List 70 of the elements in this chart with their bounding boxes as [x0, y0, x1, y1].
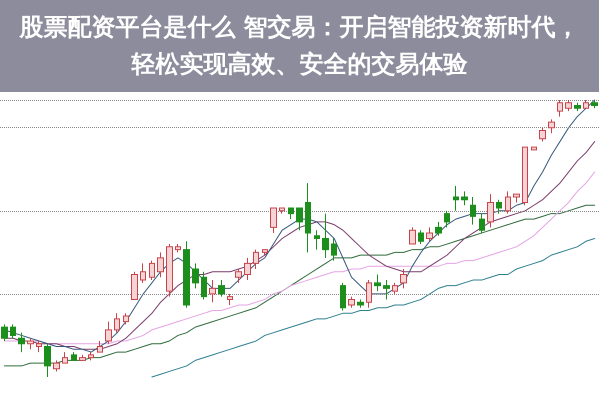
candlestick [435, 221, 442, 236]
candlestick [557, 100, 563, 118]
candlestick [366, 280, 372, 308]
candlestick [244, 257, 251, 281]
candlestick [583, 100, 589, 109]
candlestick [591, 100, 598, 109]
candlestick [62, 352, 68, 364]
candlestick [418, 230, 424, 245]
candlestick [97, 340, 103, 353]
candlestick [487, 194, 494, 228]
candlestick [131, 271, 138, 300]
candlestick [453, 185, 459, 212]
candlestick [374, 274, 381, 292]
candlestick [53, 360, 60, 372]
candlestick [574, 102, 581, 112]
candlestick [192, 262, 199, 289]
candlestick [305, 182, 311, 253]
candlestick [496, 199, 502, 214]
candlestick [218, 280, 225, 298]
candlestick [392, 282, 398, 294]
candlestick [426, 226, 433, 242]
candlestick [88, 352, 94, 361]
candlestick [279, 208, 285, 214]
candlestick [444, 210, 450, 228]
candlestick [400, 268, 407, 289]
candlestick [314, 230, 320, 250]
candlestick [10, 324, 16, 339]
candlestick [209, 280, 216, 303]
candlestick [548, 118, 555, 134]
candlestick [140, 262, 146, 284]
candlestick [166, 244, 173, 298]
candlestick [331, 238, 337, 262]
candlestick [18, 332, 25, 353]
candlestick [539, 127, 546, 142]
candlestick [296, 208, 303, 231]
candlestick [531, 146, 537, 150]
candlestick [201, 271, 207, 300]
candlestick [123, 312, 129, 325]
candlestick [157, 252, 164, 278]
candlestick [253, 249, 259, 270]
candlestick [513, 194, 520, 203]
candlestick [183, 240, 190, 308]
candlestick [1, 324, 8, 342]
candlestick [227, 293, 233, 306]
candlestick [505, 190, 511, 214]
candlestick [383, 280, 390, 300]
candlestick [461, 190, 468, 206]
candlestick [71, 352, 77, 361]
candlestick [479, 213, 485, 234]
candlestick [79, 354, 86, 361]
candlestick [235, 268, 242, 284]
candlestick [262, 249, 268, 256]
candlestick [565, 100, 572, 112]
candlestick [44, 343, 51, 378]
candlestick [340, 282, 346, 312]
candlestick [175, 244, 181, 253]
candlestick [36, 340, 42, 353]
candlestick [288, 208, 294, 220]
candlestick [522, 146, 528, 206]
candlestick [357, 298, 364, 308]
candlestick [470, 196, 476, 226]
candlestick [27, 338, 34, 350]
chart-title: 股票配资平台是什么 智交易：开启智能投资新时代，轻松实现高效、安全的交易体验 [18, 12, 581, 80]
candlestick [149, 260, 155, 281]
candlestick [114, 312, 120, 334]
candlestick [270, 208, 277, 234]
candlestick [409, 226, 416, 245]
candlestick [105, 321, 112, 344]
candlestick [348, 296, 355, 308]
candlestick [322, 213, 329, 258]
